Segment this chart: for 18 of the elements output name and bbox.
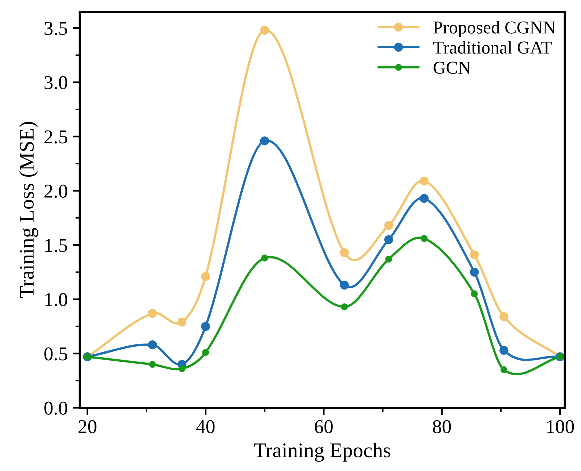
legend-label: Proposed CGNN <box>434 21 556 38</box>
y-tick-label: 3.0 <box>44 76 68 90</box>
legend-label: Traditional GAT <box>433 41 552 54</box>
y-tick-label: 1.5 <box>46 239 68 252</box>
y-tick-label: 2.5 <box>44 130 68 144</box>
x-tick-label: 60 <box>315 420 333 434</box>
legend-label: GCN <box>434 62 471 74</box>
y-axis-title: Training Loss (MSE) <box>19 122 38 298</box>
x-tick-label: 40 <box>196 420 215 434</box>
y-tick-label: 3.5 <box>44 22 68 36</box>
x-tick-label: 20 <box>78 420 97 434</box>
y-tick-label: 0.0 <box>44 402 68 416</box>
y-tick-label: 0.5 <box>44 348 68 361</box>
y-tick-label: 2.0 <box>44 184 68 198</box>
x-tick-label: 100 <box>547 420 574 434</box>
x-tick-label: 80 <box>433 420 452 434</box>
x-axis-title: Training Epochs <box>254 442 391 462</box>
y-tick-label: 1.0 <box>46 293 68 307</box>
